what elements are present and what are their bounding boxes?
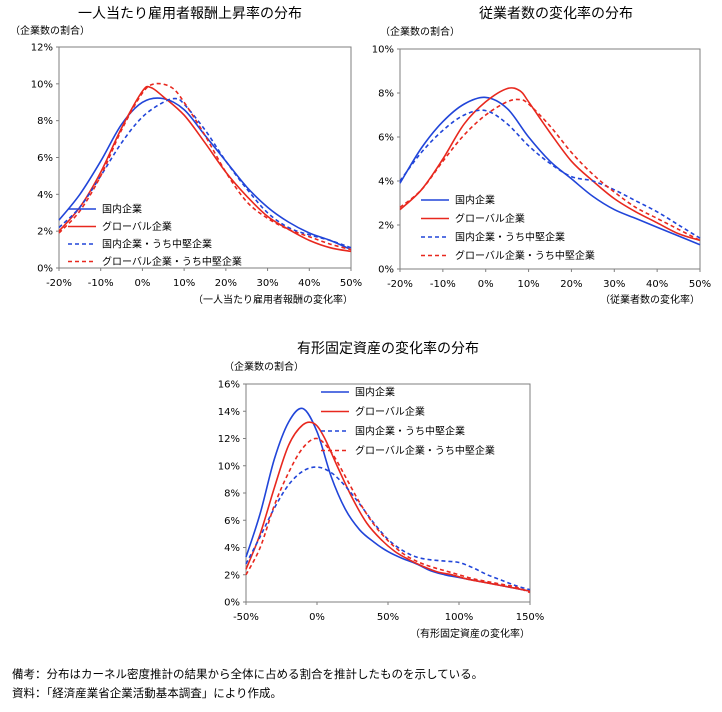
legend-label: グローバル企業・うち中堅企業 — [102, 255, 242, 268]
series-line-2 — [58, 85, 352, 253]
plot-frame — [399, 48, 701, 270]
x-axis-label: （従業者数の変化率） — [600, 293, 700, 306]
x-axis-label: （有形固定資産の変化率） — [410, 627, 530, 640]
series-line-4 — [245, 437, 531, 594]
y-axis-label: （企業数の割合） — [10, 24, 90, 37]
x-tick-label: -50% — [233, 612, 259, 623]
chart-2: 従業者数の変化率の分布 （企業数の割合） （従業者数の変化率） 0% 2% 4% 6% 8% 1… — [372, 5, 711, 306]
series-line-1 — [399, 96, 701, 246]
legend-label: グローバル企業 — [102, 220, 172, 233]
y-tick-label: 10% — [372, 45, 394, 56]
y-tick-label: 2% — [37, 227, 53, 238]
y-tick-label: 6% — [224, 516, 240, 527]
legend-label: 国内企業 — [355, 386, 395, 399]
x-tick-label: 40% — [298, 278, 320, 289]
x-tick-label: -20% — [387, 279, 413, 290]
chart-1: 一人当たり雇用者報酬上昇率の分布 （企業数の割合） （一人当たり雇用者報酬の変化率）… — [10, 5, 362, 306]
y-tick-label: 2% — [378, 221, 394, 232]
x-tick-label: 100% — [445, 612, 474, 623]
y-tick-label: 0% — [224, 598, 240, 609]
note-line: 備考：分布はカーネル密度推計の結果から全体に占める割合を推計したものを示している… — [12, 667, 484, 681]
y-tick-label: 4% — [37, 190, 53, 201]
y-tick-label: 16% — [218, 380, 240, 391]
y-tick-label: 6% — [378, 133, 394, 144]
x-tick-label: 50% — [377, 612, 399, 623]
x-tick-label: 10% — [517, 279, 539, 290]
series-line-2 — [245, 421, 531, 592]
y-tick-label: 4% — [224, 543, 240, 554]
y-tick-label: 6% — [37, 153, 53, 164]
legend-label: グローバル企業・うち中堅企業 — [455, 249, 595, 262]
series-line-3 — [399, 109, 701, 239]
y-tick-label: 0% — [37, 264, 53, 275]
x-tick-label: -20% — [46, 278, 72, 289]
x-tick-label: 150% — [516, 612, 545, 623]
chart-title: 有形固定資産の変化率の分布 — [297, 340, 479, 357]
y-tick-label: 8% — [37, 116, 53, 127]
y-axis-label: （企業数の割合） — [224, 360, 304, 373]
legend-label: 国内企業・うち中堅企業 — [355, 425, 465, 438]
y-tick-label: 10% — [31, 79, 53, 90]
legend-label: 国内企業 — [102, 203, 142, 216]
x-tick-label: 20% — [215, 278, 237, 289]
x-axis-label: （一人当たり雇用者報酬の変化率） — [193, 293, 353, 306]
x-tick-label: 40% — [646, 279, 668, 290]
series-line-3 — [245, 466, 531, 591]
y-tick-label: 8% — [378, 89, 394, 100]
y-tick-label: 0% — [378, 265, 394, 276]
chart-title: 一人当たり雇用者報酬上昇率の分布 — [78, 5, 302, 22]
x-tick-label: 0% — [309, 612, 325, 623]
series-line-4 — [399, 98, 701, 242]
x-tick-label: 30% — [603, 279, 625, 290]
x-tick-label: 10% — [173, 278, 195, 289]
y-tick-label: 12% — [218, 434, 240, 445]
y-tick-label: 12% — [31, 43, 53, 54]
chart-title: 従業者数の変化率の分布 — [479, 5, 633, 22]
y-tick-label: 4% — [378, 177, 394, 188]
chart-3: 有形固定資産の変化率の分布 （企業数の割合） （有形固定資産の変化率） 0% 2% 4% 6… — [218, 340, 545, 640]
x-tick-label: 50% — [689, 279, 711, 290]
series-line-2 — [399, 87, 701, 242]
legend-label: グローバル企業 — [455, 212, 525, 225]
source-line: 資料：「経済産業省企業活動基本調査」により作成。 — [12, 686, 283, 700]
y-axis-label: （企業数の割合） — [380, 25, 460, 38]
x-tick-label: 50% — [340, 278, 362, 289]
x-tick-label: 0% — [134, 278, 150, 289]
x-tick-label: 0% — [478, 279, 494, 290]
legend-label: グローバル企業・うち中堅企業 — [355, 444, 495, 457]
x-tick-label: 30% — [256, 278, 278, 289]
y-tick-label: 14% — [218, 407, 240, 418]
x-tick-label: -10% — [88, 278, 114, 289]
legend-label: グローバル企業 — [355, 405, 425, 418]
x-tick-label: -10% — [430, 279, 456, 290]
y-tick-label: 2% — [224, 570, 240, 581]
series-line-1 — [58, 97, 352, 251]
legend-label: 国内企業 — [455, 194, 495, 207]
y-tick-label: 8% — [224, 489, 240, 500]
y-tick-label: 10% — [218, 461, 240, 472]
x-tick-label: 20% — [560, 279, 582, 290]
legend-label: 国内企業・うち中堅企業 — [102, 238, 212, 251]
legend-label: 国内企業・うち中堅企業 — [455, 231, 565, 244]
series-line-3 — [58, 97, 352, 249]
